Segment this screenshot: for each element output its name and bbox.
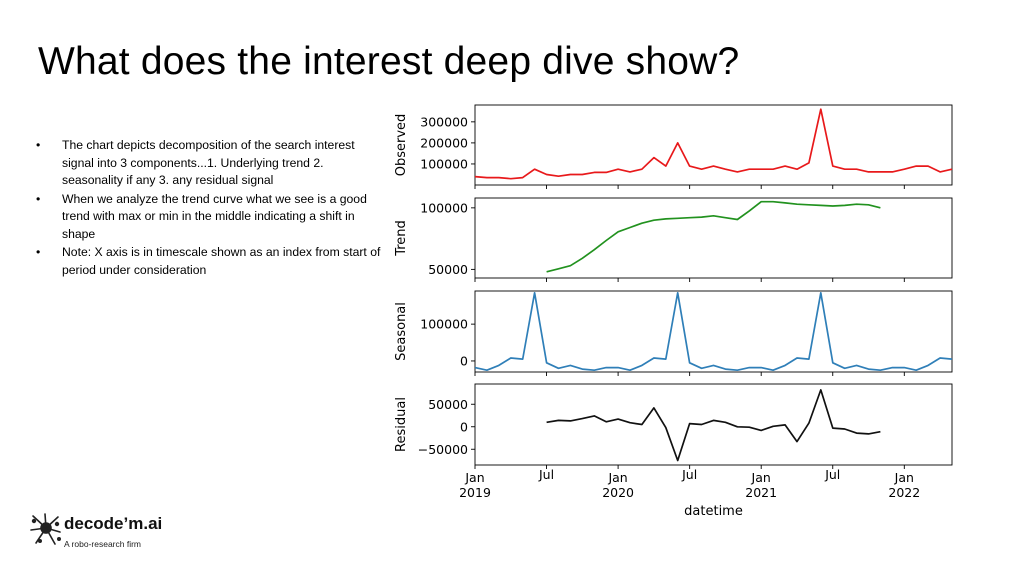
y-tick-label: 50000 <box>428 397 468 412</box>
y-tick-label: 50000 <box>428 262 468 277</box>
x-tick-year-label: 2022 <box>888 485 920 500</box>
y-axis-label: Seasonal <box>394 302 409 361</box>
bullet-item: • Note: X axis is in timescale shown as a… <box>36 244 386 279</box>
bullet-text: Note: X axis is in timescale shown as an… <box>62 245 381 277</box>
bullet-text: The chart depicts decomposition of the s… <box>62 138 355 187</box>
x-tick-label: Jan <box>464 470 484 485</box>
y-tick-label: 100000 <box>420 317 468 332</box>
x-axis-label: datetime <box>684 504 743 519</box>
logo-tagline: A robo-research firm <box>64 539 141 549</box>
y-tick-label: 200000 <box>420 135 468 150</box>
bullet-dot: • <box>36 138 41 152</box>
x-tick-label: Jan <box>894 470 914 485</box>
x-tick-label: Jul <box>538 467 554 482</box>
logo-name: decode’m.ai <box>64 514 163 533</box>
y-tick-label: 100000 <box>420 200 468 215</box>
y-tick-label: 100000 <box>420 156 468 171</box>
series-line-trend <box>546 200 881 273</box>
x-tick-label: Jul <box>681 467 697 482</box>
panel-frame <box>474 197 953 279</box>
decomposition-chart: 100000 200000 300000 Observed 50000 100000 Tre… <box>394 104 953 519</box>
y-tick-label: −50000 <box>418 442 468 457</box>
company-logo: decode’m.ai A robo-research firm <box>30 512 210 556</box>
x-tick-year-label: 2019 <box>459 485 491 500</box>
bullet-list: • The chart depicts decomposition of the … <box>36 137 386 280</box>
series-line-residual <box>546 389 881 462</box>
y-axis-label: Trend <box>394 220 409 257</box>
y-tick-label: 300000 <box>420 114 468 129</box>
x-tick-label: Jan <box>607 470 627 485</box>
y-axis-label: Observed <box>394 114 409 177</box>
bullet-item: • When we analyze the trend curve what we… <box>36 191 386 244</box>
y-axis-label: Residual <box>394 397 409 452</box>
series-line-observed <box>474 108 953 180</box>
bullet-dot: • <box>36 191 41 206</box>
bullet-dot: • <box>36 245 41 259</box>
slide-title: What does the interest deep dive show? <box>38 40 740 83</box>
panel-frame <box>474 104 953 186</box>
x-tick-label: Jan <box>751 470 771 485</box>
panel-frame <box>474 383 953 466</box>
y-tick-label: 0 <box>460 353 468 368</box>
bullet-text: When we analyze the trend curve what we … <box>62 191 367 241</box>
panel-frame <box>474 290 953 373</box>
splash-logo-icon <box>30 513 61 545</box>
y-tick-label: 0 <box>460 419 468 434</box>
x-tick-label: Jul <box>824 467 840 482</box>
x-tick-year-label: 2021 <box>745 485 777 500</box>
x-tick-year-label: 2020 <box>602 485 634 500</box>
series-line-seasonal <box>474 291 953 372</box>
bullet-item: • The chart depicts decomposition of the … <box>36 137 386 190</box>
